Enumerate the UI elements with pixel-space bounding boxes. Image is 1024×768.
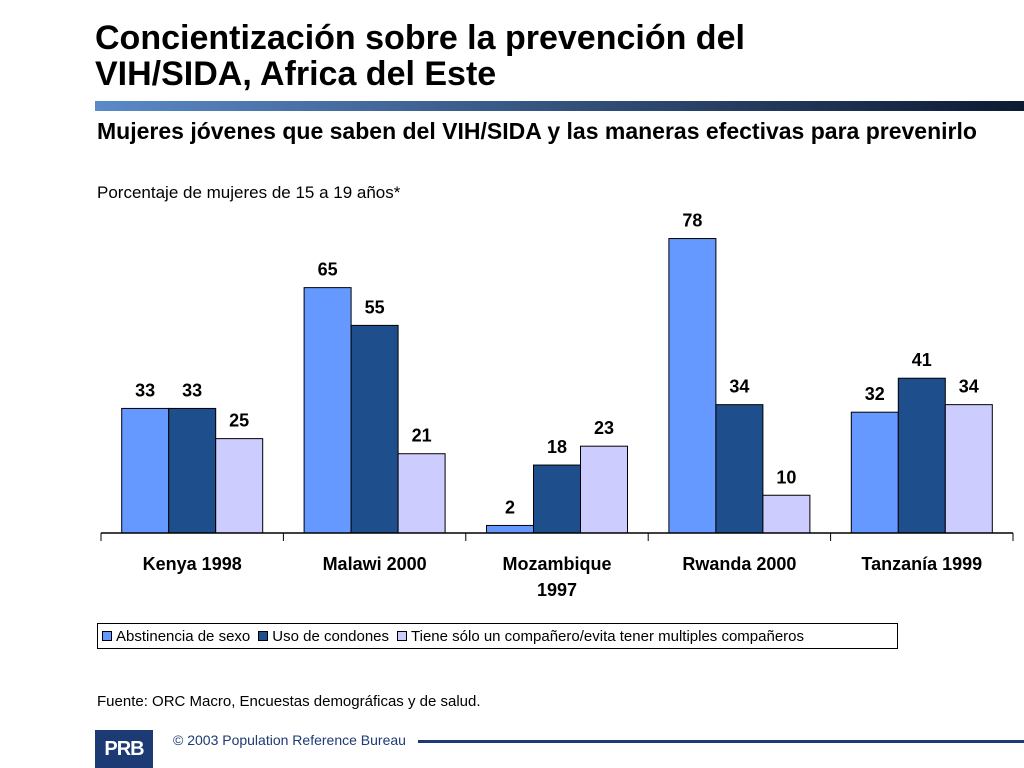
data-label: 33 [182, 380, 202, 400]
legend-item-abstinence: Abstinencia de sexo [102, 628, 250, 645]
footer-rule [418, 740, 1024, 743]
data-label: 10 [776, 467, 796, 487]
bar [580, 445, 628, 534]
legend-label-one-partner: Tiene sólo un compañero/evita tener mult… [411, 627, 805, 645]
bar [215, 438, 264, 534]
bar [850, 411, 899, 534]
chart-legend: Abstinencia de sexo Uso de condones Tien… [97, 623, 898, 649]
legend-item-condoms: Uso de condones [258, 628, 389, 645]
bar [486, 524, 534, 534]
data-label: 21 [412, 426, 432, 446]
data-label: 55 [365, 297, 385, 317]
bar [168, 407, 217, 534]
data-label: 65 [318, 260, 338, 280]
legend-swatch-one-partner [397, 631, 408, 641]
legend-item-one-partner: Tiene sólo un compañero/evita tener mult… [397, 628, 804, 645]
legend-label-abstinence: Abstinencia de sexo [116, 627, 251, 645]
bar [897, 377, 946, 534]
bar [715, 404, 764, 534]
data-label: 41 [912, 350, 932, 370]
bar [533, 464, 581, 534]
bar [121, 407, 170, 534]
source-note: Fuente: ORC Macro, Encuestas demográfica… [97, 693, 481, 710]
unit-note: Porcentaje de mujeres de 15 a 19 años* [97, 183, 401, 202]
data-label: 23 [594, 418, 614, 438]
data-label: 18 [547, 437, 567, 457]
legend-label-condoms: Uso de condones [272, 627, 390, 645]
title-underline-bar [95, 101, 1024, 111]
bar [944, 404, 993, 534]
chart-subtitle: Mujeres jóvenes que saben del VIH/SIDA y… [97, 118, 977, 144]
data-label: 2 [505, 497, 515, 517]
data-label: 34 [729, 377, 749, 397]
chart-title: Concientización sobre la prevención del … [95, 20, 995, 92]
data-label: 33 [135, 380, 155, 400]
x-tick-label: Kenya 1998 [143, 554, 242, 574]
bar [668, 238, 717, 534]
data-label: 25 [229, 411, 249, 431]
x-tick-label: Malawi 2000 [323, 554, 427, 574]
data-label: 78 [682, 211, 702, 231]
bar [762, 494, 811, 534]
x-tick-label: 1997 [537, 580, 577, 600]
title-line-1: Concientización sobre la prevención del [95, 19, 745, 57]
x-tick-label: Rwanda 2000 [682, 554, 796, 574]
data-label: 32 [865, 384, 885, 404]
bar [350, 324, 399, 534]
copyright-text: © 2003 Population Reference Bureau [173, 732, 406, 748]
bar [303, 287, 352, 534]
bar-chart: 33 33 25 Kenya 1998 65 55 21 Malawi 2000 2 18 23 Mo… [100, 211, 1014, 600]
data-label: 34 [959, 377, 979, 397]
prb-logo: PRB [95, 730, 153, 768]
bar [397, 453, 446, 534]
title-line-2: VIH/SIDA, Africa del Este [95, 55, 497, 93]
x-tick-label: Tanzanía 1999 [861, 554, 982, 574]
x-tick-label: Mozambique [502, 554, 611, 574]
legend-swatch-condoms [258, 631, 269, 641]
legend-swatch-abstinence [102, 631, 112, 641]
